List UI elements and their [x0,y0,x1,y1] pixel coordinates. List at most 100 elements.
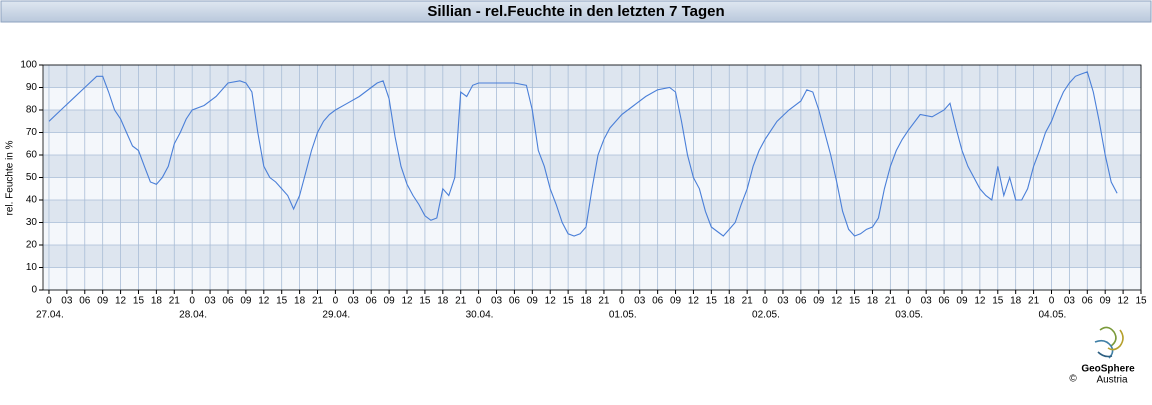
x-tick-label: 15 [849,296,861,307]
x-tick-label: 21 [455,296,467,307]
x-tick-label: 12 [831,296,843,307]
y-tick-label: 20 [26,240,38,251]
x-tick-label: 03 [205,296,217,307]
x-tick-label: 12 [545,296,557,307]
x-tick-label: 18 [580,296,592,307]
x-tick-label: 12 [1118,296,1130,307]
y-tick-label: 80 [26,105,38,116]
logo [1094,326,1124,359]
x-tick-label: 15 [133,296,145,307]
date-label: 01.05. [609,310,637,321]
x-tick-label: 0 [333,296,339,307]
date-label: 02.05. [752,310,780,321]
x-tick-label: 12 [115,296,127,307]
y-axis-label: rel. Feuchte in % [5,140,16,215]
x-tick-label: 0 [762,296,768,307]
date-label: 03.05. [895,310,923,321]
date-label: 27.04. [36,310,64,321]
y-tick-label: 0 [31,285,37,296]
x-tick-label: 15 [1135,296,1147,307]
x-tick-label: 0 [46,296,52,307]
y-tick-label: 70 [26,127,38,138]
x-tick-label: 06 [652,296,664,307]
x-tick-label: 21 [312,296,324,307]
date-label: 29.04. [322,310,350,321]
x-tick-label: 09 [527,296,539,307]
y-tick-label: 90 [26,82,38,93]
x-tick-label: 06 [79,296,91,307]
band [43,110,1141,133]
x-tick-label: 03 [348,296,360,307]
x-tick-label: 21 [1028,296,1040,307]
x-tick-label: 0 [1049,296,1055,307]
x-tick-label: 09 [240,296,252,307]
brand: GeoSphere [1081,364,1135,375]
date-label: 04.05. [1038,310,1066,321]
plot-border [42,64,1142,291]
x-tick-label: 06 [222,296,234,307]
band [43,245,1141,268]
x-tick-label: 09 [670,296,682,307]
y-tick-label: 60 [26,150,38,161]
logo-swirl [1097,351,1113,358]
x-tick-label: 15 [276,296,288,307]
x-tick-label: 03 [61,296,73,307]
x-tick-label: 18 [437,296,449,307]
x-tick-label: 03 [1064,296,1076,307]
x-tick-label: 21 [169,296,181,307]
brand-sub: Austria [1096,375,1128,386]
x-tick-label: 09 [384,296,396,307]
logo-swirl [1107,329,1124,351]
x-tick-label: 18 [1010,296,1022,307]
x-tick-label: 06 [509,296,521,307]
y-tick-label: 30 [26,217,38,228]
x-tick-label: 09 [97,296,109,307]
x-tick-label: 09 [813,296,825,307]
x-tick-label: 0 [905,296,911,307]
x-tick-label: 12 [401,296,413,307]
x-tick-label: 03 [777,296,789,307]
x-tick-label: 21 [598,296,610,307]
x-tick-label: 12 [974,296,986,307]
x-tick-label: 18 [151,296,163,307]
x-tick-label: 06 [366,296,378,307]
x-tick-label: 0 [619,296,625,307]
x-tick-label: 03 [921,296,933,307]
y-tick-label: 10 [26,262,38,273]
date-label: 28.04. [179,310,207,321]
x-tick-label: 06 [795,296,807,307]
x-tick-label: 0 [189,296,195,307]
x-tick-label: 06 [939,296,951,307]
x-tick-label: 12 [258,296,270,307]
x-tick-label: 15 [563,296,575,307]
y-tick-label: 50 [26,172,38,183]
x-tick-label: 21 [742,296,754,307]
x-tick-label: 15 [992,296,1004,307]
logo-swirl [1094,339,1114,359]
line [48,71,1118,237]
band [43,200,1141,223]
x-tick-label: 15 [419,296,431,307]
title-bar [0,0,1152,23]
logo-swirl [1099,326,1117,347]
band [43,65,1141,88]
band [43,155,1141,178]
x-tick-label: 21 [885,296,897,307]
x-tick-label: 0 [476,296,482,307]
x-tick-label: 09 [956,296,968,307]
copyright: © [1069,374,1077,385]
x-tick-label: 18 [724,296,736,307]
x-tick-label: 18 [867,296,879,307]
date-label: 30.04. [466,310,494,321]
y-tick-label: 40 [26,195,38,206]
x-tick-label: 03 [491,296,503,307]
x-tick-label: 03 [634,296,646,307]
y-tick-label: 100 [20,60,37,71]
x-tick-label: 18 [294,296,306,307]
x-tick-label: 12 [688,296,700,307]
x-tick-label: 09 [1100,296,1112,307]
chart-title: Sillian - rel.Feuchte in den letzten 7 T… [427,3,724,20]
